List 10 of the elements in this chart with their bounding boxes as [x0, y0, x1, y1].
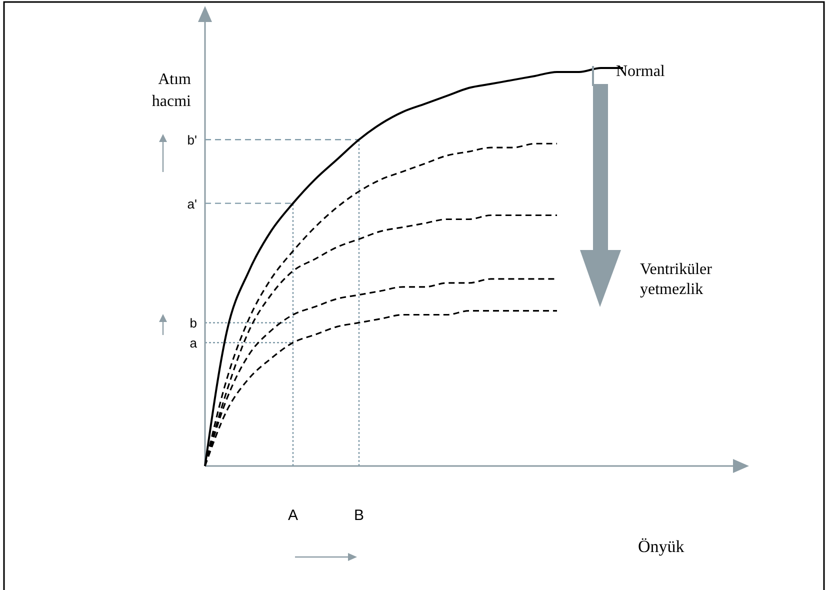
ref-line-label: b' — [187, 132, 197, 148]
x-axis-title: Önyük — [638, 537, 685, 556]
ref-line-label: b — [190, 316, 197, 331]
ref-line-label: a' — [187, 196, 197, 212]
annotation: Ventriküler yetmezlik — [640, 261, 713, 298]
x-tick-label: A — [288, 507, 298, 524]
ref-line-label: a — [190, 336, 198, 351]
y-axis-title: Atım hacmi — [152, 71, 192, 110]
x-tick-label: B — [354, 507, 364, 524]
annotation: Normal — [616, 63, 666, 80]
